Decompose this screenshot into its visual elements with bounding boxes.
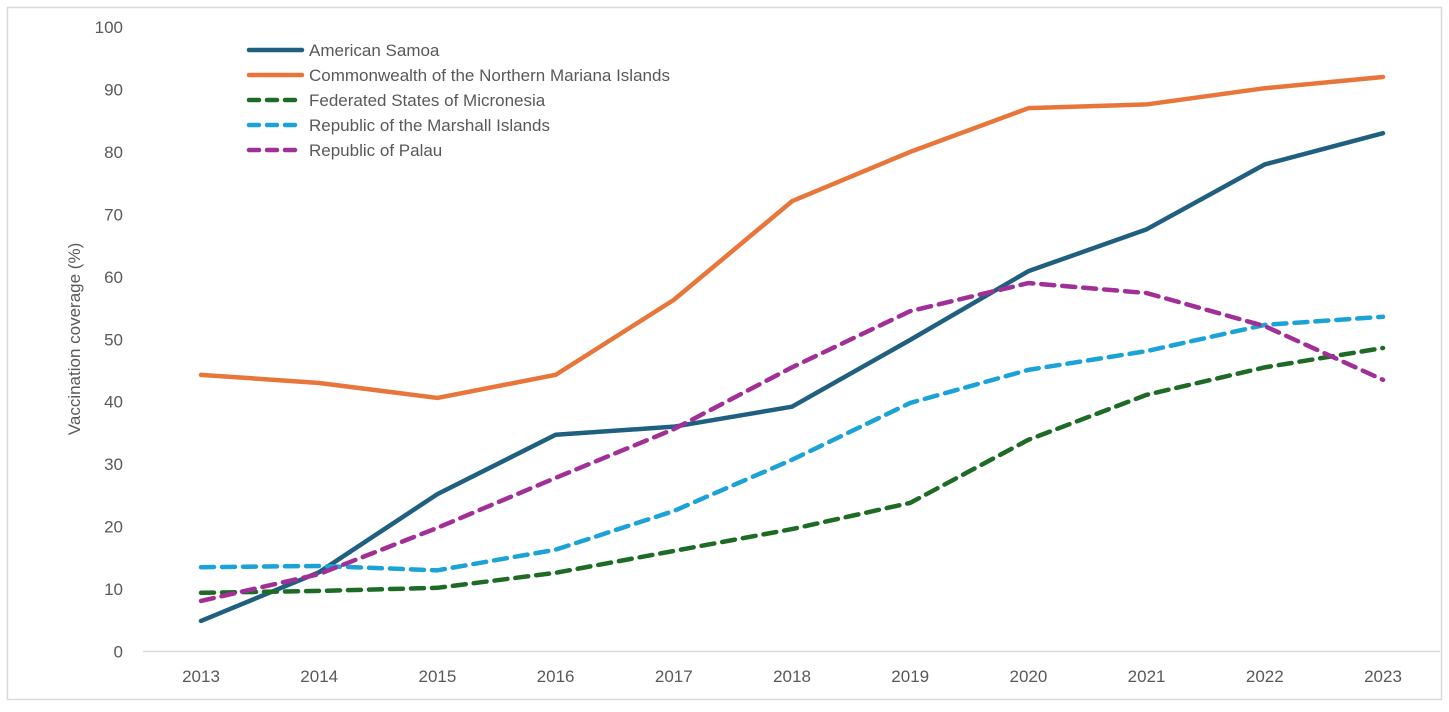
legend-label: American Samoa — [309, 41, 440, 60]
series-line — [201, 133, 1383, 621]
y-tick-label: 30 — [104, 455, 123, 474]
y-tick-label: 40 — [104, 393, 123, 412]
series-american-samoa — [201, 133, 1383, 621]
y-tick-label: 70 — [104, 205, 123, 224]
legend-label: Republic of Palau — [309, 141, 442, 160]
x-tick-label: 2015 — [418, 667, 456, 686]
x-tick-label: 2014 — [300, 667, 338, 686]
x-tick-label: 2017 — [655, 667, 693, 686]
series-federated-states-of-micronesia — [201, 348, 1383, 593]
legend-item: Republic of the Marshall Islands — [249, 116, 550, 135]
y-axis-label: Vaccination coverage (%) — [65, 243, 84, 435]
legend-item: Federated States of Micronesia — [249, 91, 546, 110]
y-tick-label: 10 — [104, 580, 123, 599]
legend-item: Republic of Palau — [249, 141, 442, 160]
x-tick-label: 2021 — [1128, 667, 1166, 686]
x-tick-label: 2022 — [1246, 667, 1284, 686]
y-tick-label: 60 — [104, 268, 123, 287]
y-tick-label: 50 — [104, 330, 123, 349]
legend-label: Commonwealth of the Northern Mariana Isl… — [309, 66, 670, 85]
y-tick-label: 100 — [95, 18, 123, 37]
series-line — [201, 348, 1383, 593]
x-tick-label: 2020 — [1009, 667, 1047, 686]
y-tick-label: 0 — [114, 643, 123, 662]
y-tick-label: 20 — [104, 518, 123, 537]
y-tick-label: 90 — [104, 80, 123, 99]
legend-item: Commonwealth of the Northern Mariana Isl… — [249, 66, 670, 85]
x-tick-label: 2013 — [182, 667, 220, 686]
y-tick-label: 80 — [104, 143, 123, 162]
legend-label: Republic of the Marshall Islands — [309, 116, 550, 135]
legend-label: Federated States of Micronesia — [309, 91, 546, 110]
x-tick-label: 2019 — [891, 667, 929, 686]
legend-item: American Samoa — [249, 41, 440, 60]
x-tick-label: 2018 — [773, 667, 811, 686]
series-line — [201, 283, 1383, 601]
x-tick-label: 2016 — [537, 667, 575, 686]
x-tick-label: 2023 — [1364, 667, 1402, 686]
series-republic-of-palau — [201, 283, 1383, 601]
